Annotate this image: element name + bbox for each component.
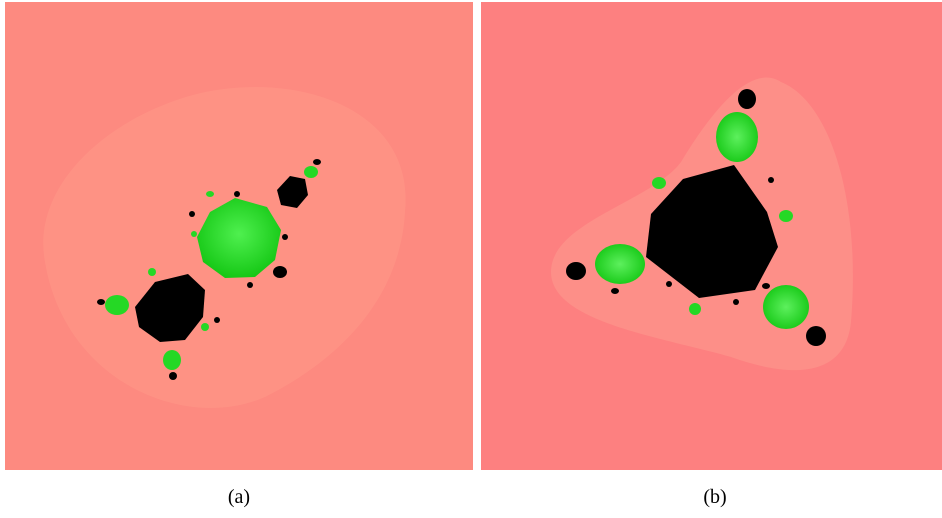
- panel-caption-a: (a): [227, 486, 251, 508]
- fractal-image-a: [5, 2, 473, 470]
- black-bulb-right: [806, 326, 826, 346]
- black-bulb-top: [738, 89, 756, 109]
- black-bulb-left: [566, 262, 586, 280]
- green-bulb-right: [763, 285, 809, 329]
- fractal-image-b: [481, 2, 942, 470]
- panel-caption-b: (b): [703, 486, 727, 508]
- green-bulb-bottom: [163, 350, 181, 370]
- black-cardioid-center: [646, 165, 778, 298]
- green-bulb-left: [105, 295, 129, 315]
- green-bulb-top: [716, 112, 758, 162]
- black-cardioid-main: [135, 274, 205, 342]
- green-blob-main: [197, 198, 281, 278]
- black-bulb-upper: [277, 176, 308, 208]
- green-bulb-topright: [304, 166, 318, 178]
- green-bulb-left: [595, 244, 645, 284]
